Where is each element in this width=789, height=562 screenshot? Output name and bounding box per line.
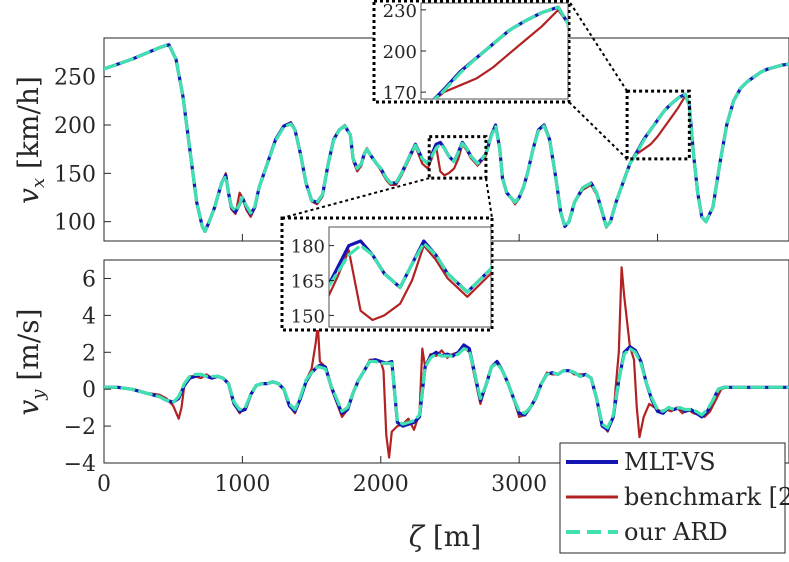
zoom-region-box bbox=[625, 89, 691, 161]
inset-ytick-label: 170 bbox=[383, 83, 417, 104]
vy-ytick-label: 0 bbox=[82, 378, 96, 403]
legend-label-our-ard: our ARD bbox=[624, 518, 728, 546]
inset-right: 170 200 230 bbox=[372, 0, 571, 104]
inset-ytick-label: 180 bbox=[291, 237, 325, 258]
vy-line-our-ard bbox=[104, 347, 789, 430]
vx-ytick-label: 250 bbox=[54, 66, 96, 91]
inset-series-group bbox=[329, 239, 491, 322]
zoom-connector bbox=[484, 178, 493, 219]
inset-mid: 150 165 180 bbox=[280, 216, 494, 332]
zoom-annotations bbox=[281, 0, 691, 219]
inset-ytick-label: 165 bbox=[291, 271, 325, 292]
vy-series-group bbox=[104, 266, 789, 459]
vx-series-group bbox=[104, 43, 789, 233]
vy-xtick-label: 2000 bbox=[353, 472, 409, 497]
vx-ytick-label: 200 bbox=[54, 114, 96, 139]
vx-ytick-label: 100 bbox=[54, 211, 96, 236]
vx-line-our-ard bbox=[104, 43, 789, 233]
vy-ytick-label: 6 bbox=[82, 267, 96, 292]
vy-ytick-label: −2 bbox=[64, 415, 96, 440]
legend-label-mlt-vs: MLT-VS bbox=[624, 448, 716, 476]
vy-ytick-label: 2 bbox=[82, 341, 96, 366]
inset-ytick-label: 230 bbox=[383, 1, 417, 22]
zoom-connector bbox=[568, 101, 628, 160]
inset-1-line-our-ard bbox=[329, 241, 491, 294]
inset-series-group bbox=[432, 5, 568, 99]
inset-ytick-label: 200 bbox=[383, 42, 417, 63]
vx-ylabel: vx [km/h] bbox=[12, 76, 49, 204]
zoom-connector bbox=[281, 177, 430, 219]
inset-2-line-our-ard bbox=[432, 5, 568, 99]
inset-1-line-benchmark-2 bbox=[329, 244, 491, 322]
vx-ticks: 100 150 200 250 bbox=[54, 66, 111, 236]
vy-ytick-label: 4 bbox=[82, 304, 96, 329]
inset-ytick-label: 150 bbox=[291, 306, 325, 327]
vy-xlabel: ζ [m] bbox=[409, 520, 482, 553]
vx-line-benchmark-2 bbox=[104, 43, 789, 233]
vy-ytick-label: −4 bbox=[64, 452, 96, 477]
vy-ylabel: vy [m/s] bbox=[12, 308, 49, 415]
legend: MLT-VS benchmark [2] our ARD bbox=[559, 442, 789, 554]
zoom-region-box bbox=[427, 135, 488, 180]
inset-2-line-benchmark-2 bbox=[433, 8, 568, 99]
vy-xtick-label: 3000 bbox=[491, 472, 547, 497]
vy-xtick-label: 0 bbox=[97, 472, 111, 497]
vx-ytick-label: 150 bbox=[54, 162, 96, 187]
legend-label-benchmark: benchmark [2] bbox=[624, 483, 789, 511]
vy-xtick-label: 1000 bbox=[214, 472, 270, 497]
inset-axes-frame bbox=[420, 2, 569, 100]
